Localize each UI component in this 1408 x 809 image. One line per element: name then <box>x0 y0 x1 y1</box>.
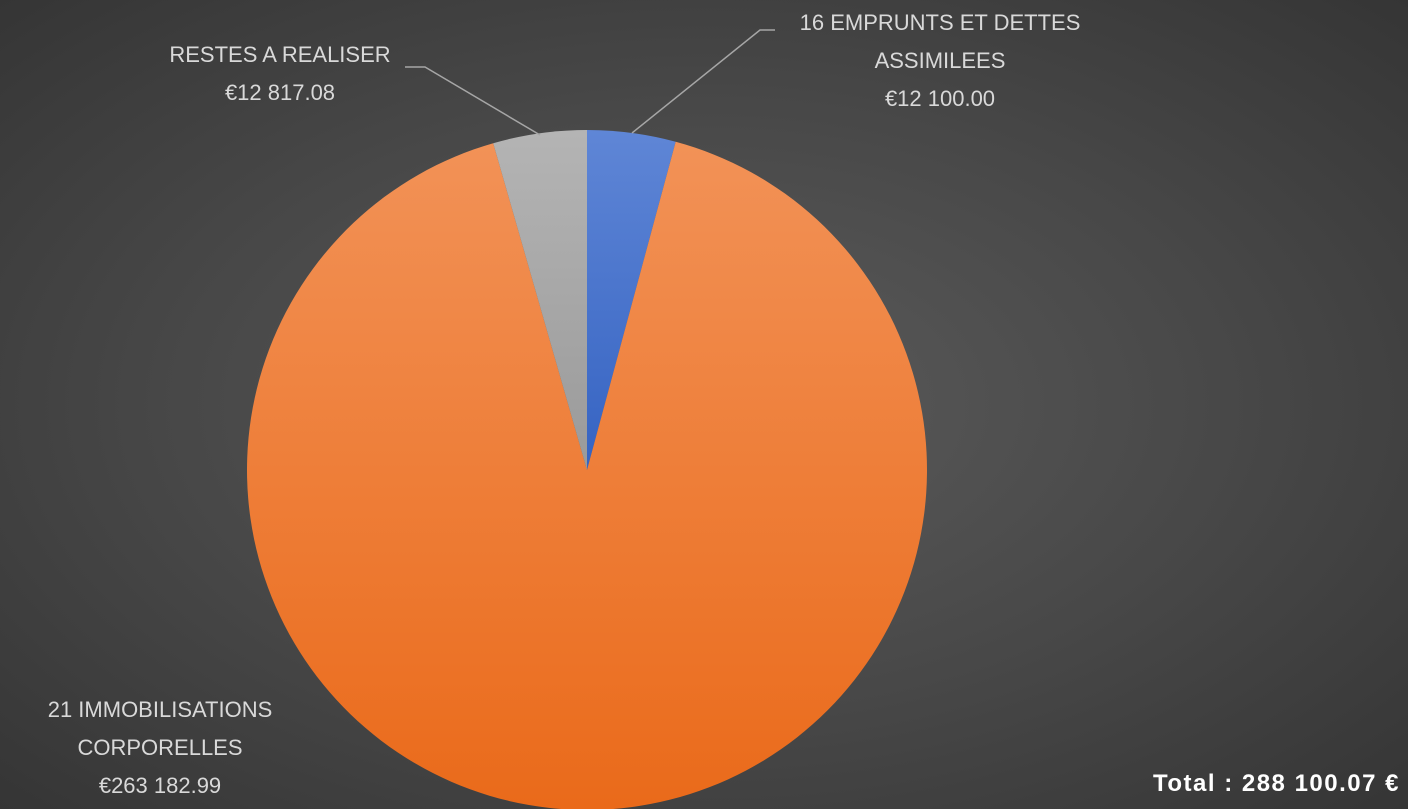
data-label: RESTES A REALISER €12 817.08 <box>130 36 430 112</box>
value-label: €263 182.99 <box>98 773 222 798</box>
total-annotation: Total : 288 100.07 € <box>1152 770 1400 797</box>
data-label: 16 EMPRUNTS ET DETTES ASSIMILEES €12 100.… <box>775 4 1105 118</box>
category-label: 21 IMMOBILISATIONS CORPORELLES <box>47 697 273 760</box>
pie-slice <box>247 141 927 809</box>
value-label: €12 100.00 <box>884 86 996 111</box>
pie-slice <box>587 130 676 470</box>
pie-slice <box>493 130 587 470</box>
category-label: RESTES A REALISER <box>169 42 391 67</box>
data-label: 21 IMMOBILISATIONS CORPORELLES €263 182.9… <box>5 691 315 805</box>
category-label: 16 EMPRUNTS ET DETTES ASSIMILEES <box>799 10 1081 73</box>
leader-line <box>405 66 541 136</box>
leader-line <box>631 29 775 134</box>
value-label: €12 817.08 <box>224 80 336 105</box>
